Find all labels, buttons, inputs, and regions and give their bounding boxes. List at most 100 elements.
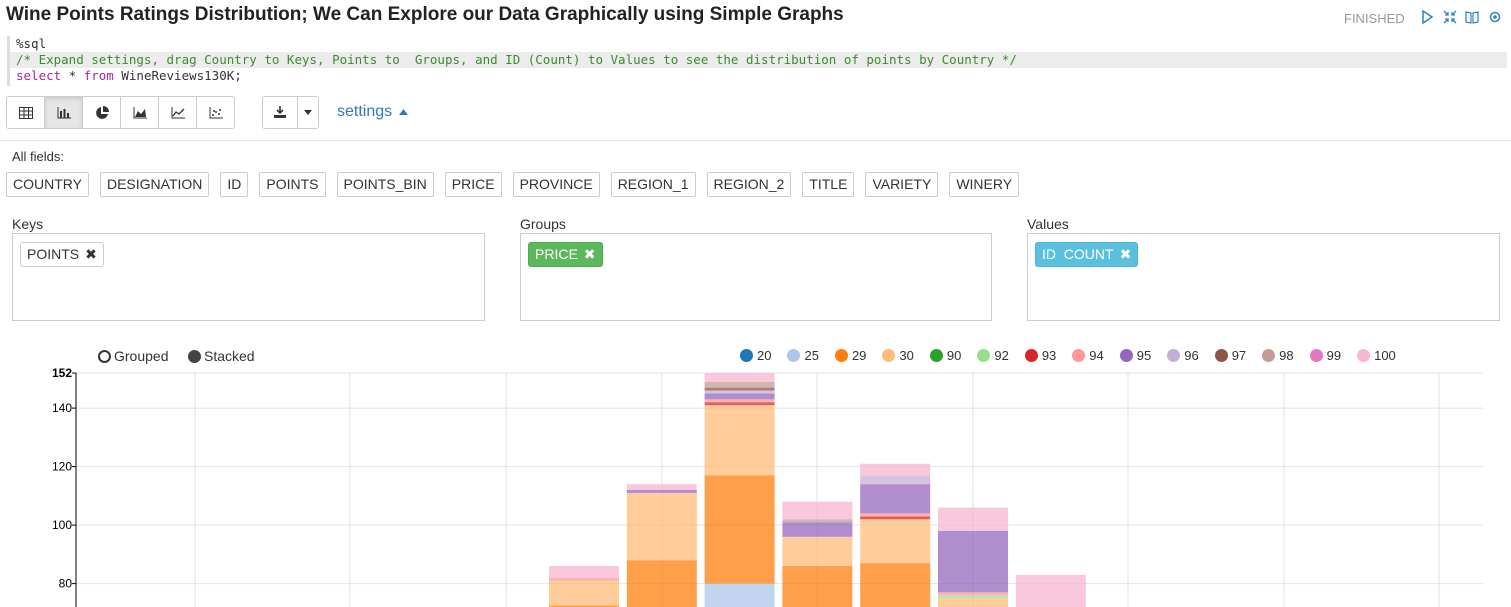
- bar-segment-29[interactable]: [549, 605, 619, 607]
- field-chip-country[interactable]: COUNTRY: [6, 172, 89, 197]
- field-chip-designation[interactable]: DESIGNATION: [99, 172, 210, 197]
- area-chart-button[interactable]: [120, 96, 159, 129]
- bar-chart: 80 100 120 140 152: [52, 366, 1483, 607]
- bar-segment-25[interactable]: [704, 583, 775, 607]
- legend-swatch: [1119, 349, 1133, 362]
- stacked-radio[interactable]: Stacked: [188, 348, 255, 364]
- bar-chart-button[interactable]: [44, 96, 83, 129]
- field-chip-points[interactable]: POINTS: [259, 172, 326, 197]
- bar-segment-95[interactable]: [626, 490, 697, 493]
- remove-icon[interactable]: ✖: [583, 246, 596, 262]
- grouped-radio-label: Grouped: [114, 348, 169, 364]
- bar-segment-95[interactable]: [860, 484, 931, 514]
- bar-segment-30[interactable]: [782, 536, 853, 567]
- legend-item-92[interactable]: 92: [977, 348, 1009, 363]
- bar-segment-30[interactable]: [549, 580, 619, 606]
- values-dropzone[interactable]: ID COUNT ✖: [1027, 233, 1500, 321]
- bar-segment-30[interactable]: [704, 405, 775, 476]
- field-chip-winery[interactable]: WINERY: [949, 172, 1020, 197]
- bar-segment-29[interactable]: [626, 560, 697, 607]
- bar-segment-95[interactable]: [704, 393, 775, 400]
- gear-icon[interactable]: [1488, 10, 1502, 24]
- download-icon: [274, 106, 286, 118]
- pie-chart-icon: [95, 105, 109, 119]
- bar-segment-92[interactable]: [938, 595, 1008, 599]
- download-dropdown-button[interactable]: [297, 96, 319, 129]
- bar-segment-100[interactable]: [704, 373, 775, 382]
- bar-segment-100[interactable]: [938, 507, 1008, 531]
- field-chip-province[interactable]: PROVINCE: [512, 172, 600, 197]
- bar-segment-94[interactable]: [549, 577, 619, 581]
- legend-item-30[interactable]: 30: [882, 348, 914, 363]
- bar-segment-95[interactable]: [938, 530, 1008, 593]
- bar-segment-98[interactable]: [782, 519, 853, 523]
- legend-item-90[interactable]: 90: [929, 348, 961, 363]
- legend-item-93[interactable]: 93: [1024, 348, 1057, 363]
- legend-label: 92: [994, 348, 1009, 363]
- book-icon[interactable]: [1465, 10, 1479, 24]
- scatter-chart-button[interactable]: [196, 96, 235, 129]
- table-view-button[interactable]: [6, 96, 45, 129]
- legend-item-29[interactable]: 29: [834, 348, 866, 363]
- field-chip-region-2[interactable]: REGION_2: [706, 172, 792, 197]
- legend-item-99[interactable]: 99: [1309, 348, 1342, 363]
- grouped-radio[interactable]: Grouped: [98, 348, 168, 364]
- bar-segment-96[interactable]: [860, 475, 931, 485]
- groups-label: Groups: [520, 216, 566, 232]
- remove-icon[interactable]: ✖: [85, 246, 97, 262]
- legend-item-97[interactable]: 97: [1214, 348, 1246, 363]
- all-fields-label: All fields:: [12, 149, 65, 164]
- download-group: [262, 96, 319, 129]
- field-chip-price[interactable]: PRICE: [444, 172, 502, 197]
- collapse-icon[interactable]: [1443, 10, 1457, 24]
- field-chip-region-1[interactable]: REGION_1: [610, 172, 696, 197]
- bar-segment-100[interactable]: [782, 501, 853, 520]
- code-editor[interactable]: %sql /* Expand settings, drag Country to…: [7, 36, 1507, 86]
- legend-label: 99: [1326, 348, 1342, 363]
- bar-segment-100[interactable]: [1015, 574, 1086, 607]
- remove-icon[interactable]: ✖: [1119, 246, 1132, 262]
- legend-swatch: [1357, 349, 1371, 362]
- field-chip-id[interactable]: ID: [220, 172, 249, 197]
- bar-segment-93[interactable]: [860, 516, 931, 520]
- run-icon[interactable]: [1420, 9, 1434, 25]
- bar-segment-100[interactable]: [549, 566, 619, 578]
- keys-dropzone[interactable]: POINTS ✖: [12, 233, 485, 321]
- legend-item-96[interactable]: 96: [1167, 348, 1199, 363]
- field-chip-variety[interactable]: VARIETY: [865, 172, 939, 197]
- legend-item-98[interactable]: 98: [1262, 348, 1294, 363]
- bar-segment-94[interactable]: [704, 399, 775, 403]
- settings-toggle[interactable]: settings: [337, 103, 408, 121]
- groups-chip[interactable]: PRICE ✖: [528, 242, 603, 267]
- legend-item-20[interactable]: 20: [740, 348, 771, 363]
- bar-segment-29[interactable]: [704, 475, 775, 584]
- legend-item-100[interactable]: 100: [1357, 348, 1396, 363]
- pie-chart-button[interactable]: [82, 96, 121, 129]
- legend-item-95[interactable]: 95: [1119, 348, 1151, 363]
- bar-segment-30[interactable]: [938, 598, 1008, 607]
- field-chip-points-bin[interactable]: POINTS_BIN: [336, 172, 434, 197]
- bar-segment-96[interactable]: [704, 390, 775, 394]
- bar-segment-98[interactable]: [704, 381, 775, 388]
- values-chip[interactable]: ID COUNT ✖: [1035, 242, 1139, 267]
- field-chip-title[interactable]: TITLE: [802, 172, 855, 197]
- bar-segment-94[interactable]: [860, 513, 931, 517]
- line-chart-button[interactable]: [158, 96, 197, 129]
- groups-dropzone[interactable]: PRICE ✖: [520, 233, 992, 321]
- keys-chip[interactable]: POINTS ✖: [20, 242, 104, 267]
- bar-segment-95[interactable]: [782, 522, 853, 537]
- legend-item-25[interactable]: 25: [787, 348, 819, 363]
- bar-segment-100[interactable]: [860, 463, 931, 476]
- bar-segment-97[interactable]: [704, 387, 775, 391]
- bar-segment-30[interactable]: [626, 492, 697, 561]
- bar-segment-30[interactable]: [860, 519, 931, 564]
- bar-segment-100[interactable]: [626, 484, 697, 490]
- bar-segment-29[interactable]: [860, 563, 931, 607]
- legend-label: 93: [1041, 348, 1057, 363]
- legend-item-94[interactable]: 94: [1072, 348, 1104, 363]
- bar-segment-94[interactable]: [938, 592, 1008, 596]
- values-chip-label: ID COUNT: [1042, 246, 1114, 262]
- download-button[interactable]: [262, 96, 298, 129]
- bar-segment-93[interactable]: [704, 402, 775, 406]
- bar-segment-29[interactable]: [782, 566, 853, 607]
